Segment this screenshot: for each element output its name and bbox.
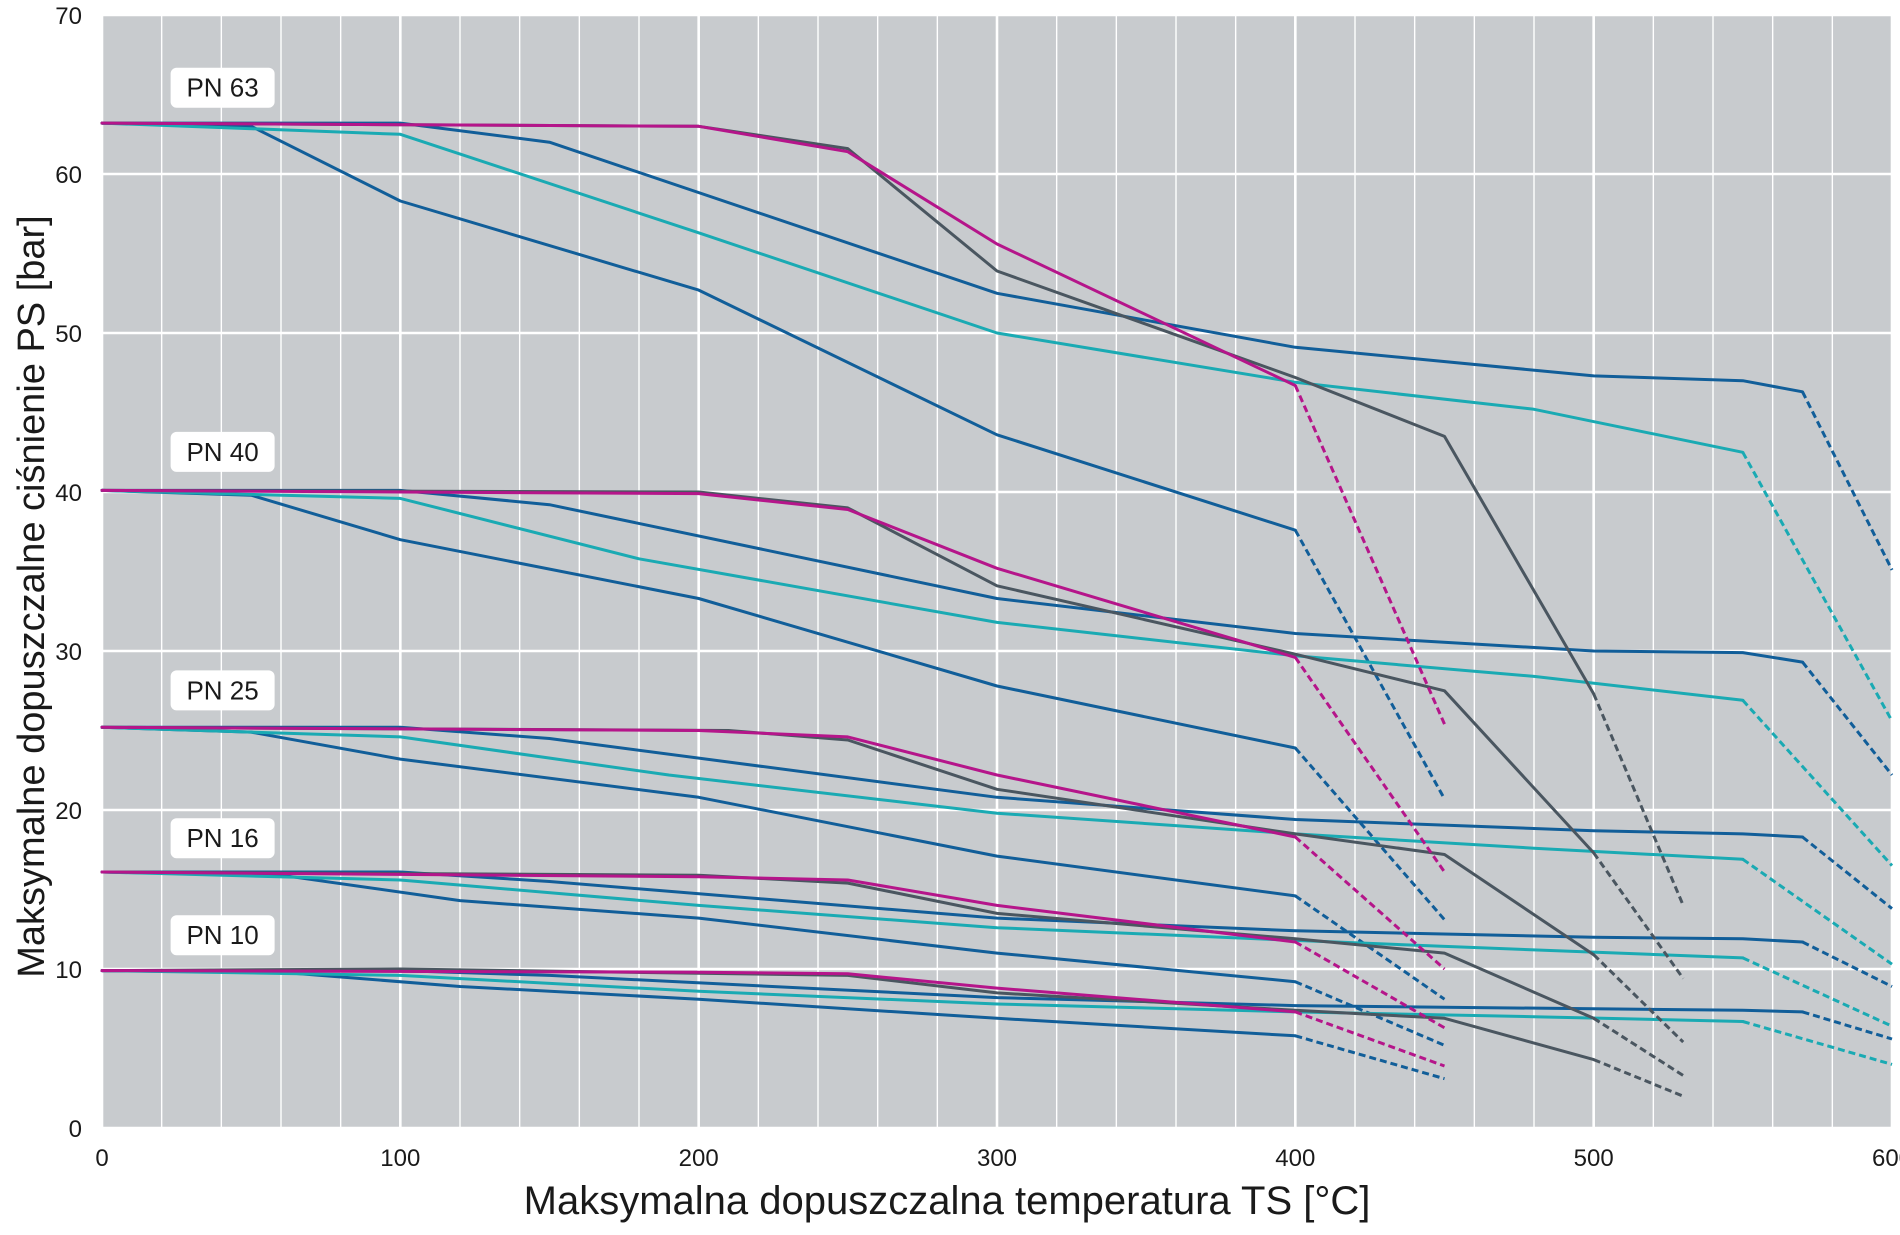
- x-axis-label: Maksymalna dopuszczalna temperatura TS […: [524, 1179, 1371, 1223]
- series-line-pn-10-cyan: [100, 969, 1745, 1023]
- y-tick-label: 30: [55, 639, 82, 666]
- series-dashed-pn-63-blue: [1801, 391, 1894, 571]
- series-dashed-pn-25-blue: [1801, 835, 1893, 910]
- annotation-box: [170, 915, 275, 956]
- tick-labels: 0 100 200 300 400 500 600 0 10 20 30 40 50 60 70: [55, 3, 1900, 1172]
- x-tick-label: 300: [977, 1145, 1017, 1172]
- annotation-box: [170, 670, 275, 711]
- annotation-pn-25: PN 25: [170, 670, 275, 711]
- y-axis-label: Maksymalne dopuszczalne ciśnienie PS [ba…: [11, 215, 53, 978]
- annotation-box: [170, 67, 275, 108]
- series-dashed-pn-63-cyan: [1741, 451, 1894, 722]
- series-dashed-pn-40-gray: [1592, 852, 1685, 980]
- series-dashed-pn-16-magenta: [1294, 940, 1446, 1030]
- series-dashed-pn-25-gray: [1592, 953, 1685, 1044]
- y-tick-label: 40: [55, 480, 82, 507]
- series-dashed-pn-40-cyan: [1741, 699, 1894, 867]
- annotation-text: PN 16: [186, 823, 258, 853]
- series-dashed-pn-63-gray: [1592, 693, 1685, 906]
- series-line-pn-25-magenta: [100, 725, 1297, 839]
- series-dashed-pn-16-blue: [1801, 940, 1893, 988]
- series-line-pn-40-gray: [100, 488, 1596, 855]
- series-line-pn-16-magenta: [100, 870, 1297, 944]
- series-line-pn-63-cyan: [100, 121, 1745, 454]
- series-dashed-pn-10-gray: [1593, 1058, 1684, 1098]
- y-tick-label: 0: [69, 1116, 82, 1143]
- x-tick-label: 400: [1275, 1145, 1315, 1172]
- series-dashed-pn-10-blue: [1294, 1034, 1445, 1081]
- series-dashed-pn-10-blue: [1802, 1010, 1893, 1041]
- series-line-pn-40-magenta: [100, 488, 1297, 659]
- series-dashed-pn-63-magenta: [1293, 384, 1446, 725]
- annotation-pn-16: PN 16: [170, 818, 275, 859]
- series-dashed-pn-16-gray: [1592, 1017, 1685, 1077]
- series-dashed-pn-40-blue: [1294, 747, 1446, 921]
- series-line-pn-63-magenta: [100, 121, 1297, 387]
- y-tick-label: 10: [55, 957, 82, 984]
- series-dashed-pn-16-cyan: [1742, 956, 1893, 1028]
- x-tick-label: 600: [1872, 1145, 1900, 1172]
- annotations: PN 63 PN 40 PN 25 PN 16 PN 10: [170, 67, 275, 956]
- annotation-pn-40: PN 40: [170, 431, 275, 472]
- y-tick-label: 70: [55, 3, 82, 30]
- series-line-pn-16-gray: [100, 870, 1596, 1020]
- series-line-pn-10-gray: [100, 967, 1596, 1062]
- x-tick-label: 0: [95, 1145, 108, 1172]
- y-tick-label: 20: [55, 798, 82, 825]
- series-line-pn-40-cyan: [100, 488, 1745, 702]
- y-tick-label: 50: [55, 321, 82, 348]
- series-dashed-pn-25-magenta: [1294, 835, 1446, 971]
- series-line-pn-10-magenta: [100, 969, 1297, 1014]
- annotation-text: PN 40: [186, 437, 258, 467]
- annotation-box: [170, 431, 275, 472]
- y-tick-label: 60: [55, 162, 82, 189]
- x-tick-label: 100: [380, 1145, 420, 1172]
- annotation-text: PN 10: [186, 920, 258, 950]
- annotation-text: PN 25: [186, 675, 258, 705]
- x-tick-label: 200: [679, 1145, 719, 1172]
- series-line-pn-25-cyan: [100, 725, 1745, 861]
- annotation-box: [170, 818, 275, 859]
- annotation-pn-63: PN 63: [170, 67, 275, 108]
- annotation-text: PN 63: [186, 73, 258, 103]
- x-tick-label: 500: [1574, 1145, 1614, 1172]
- series-line-pn-16-cyan: [100, 870, 1745, 960]
- series-dashed-pn-25-blue: [1294, 894, 1446, 1001]
- series-dashed-pn-63-blue: [1293, 529, 1446, 800]
- series-dashed-pn-10-magenta: [1294, 1010, 1446, 1068]
- series-layer: [100, 121, 1894, 1098]
- series-dashed-pn-10-cyan: [1742, 1020, 1893, 1066]
- series-dashed-pn-25-cyan: [1741, 858, 1893, 966]
- series-line-pn-63-blue: [100, 121, 1297, 532]
- series-dashed-pn-40-blue: [1801, 661, 1894, 776]
- annotation-pn-10: PN 10: [170, 915, 275, 956]
